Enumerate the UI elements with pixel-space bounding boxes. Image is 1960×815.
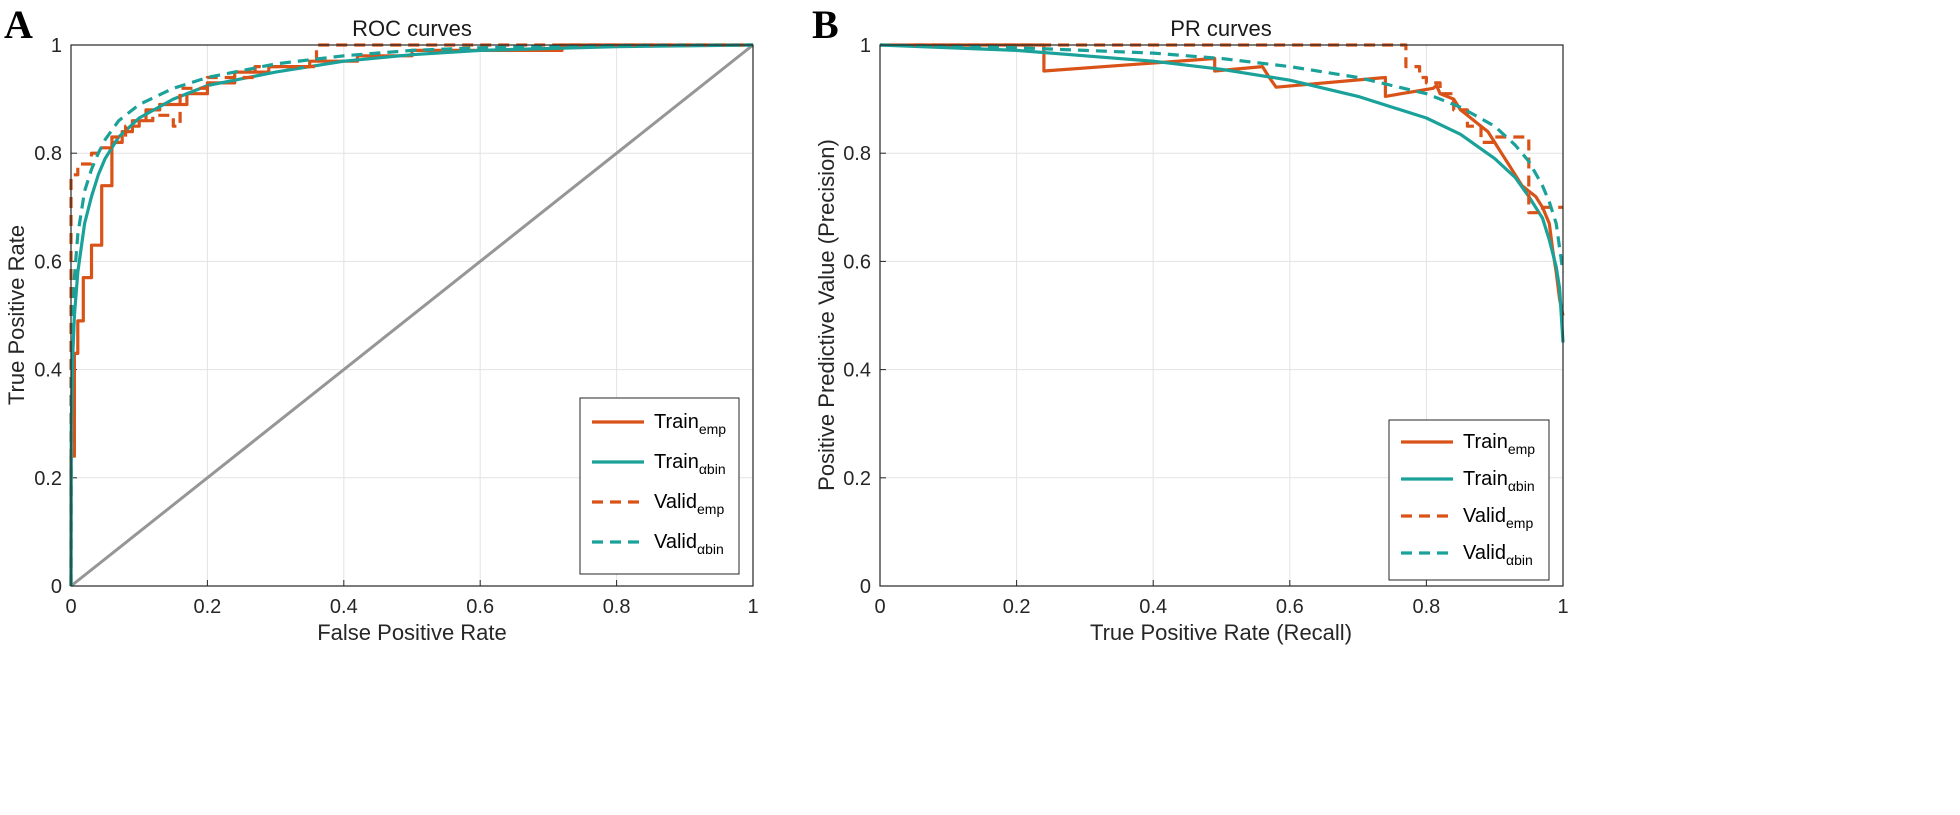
roc-series-valid-emp xyxy=(69,43,753,586)
pr-x-tick-label: 0.8 xyxy=(1412,596,1440,618)
pr-y-tick-label: 0.4 xyxy=(843,360,871,382)
roc-axes-box xyxy=(70,44,754,587)
pr-legend-label: Trainαbin xyxy=(1463,468,1535,494)
roc-legend-name: Valid xyxy=(654,491,697,513)
roc-legend-name: Train xyxy=(654,451,699,473)
roc-legend-name: Train xyxy=(654,411,699,433)
roc-series-valid-abin xyxy=(69,43,754,587)
roc-legend-label: Trainemp xyxy=(654,411,726,437)
pr-y-tick-label: 0.2 xyxy=(843,468,871,490)
roc-legend-subscript: emp xyxy=(697,501,724,517)
roc-legend-name: Valid xyxy=(654,531,697,553)
pr-axes-box xyxy=(879,44,1564,587)
pr-legend-subscript: emp xyxy=(1506,515,1533,531)
roc-title: ROC curves xyxy=(352,16,472,41)
roc-legend-label: Trainαbin xyxy=(654,451,726,477)
pr-y-axis-label: Positive Predictive Value (Precision) xyxy=(814,139,839,491)
pr-y-tick-label: 0.6 xyxy=(843,251,871,273)
pr-y-tick-label: 1 xyxy=(860,35,871,57)
pr-legend-label: Validαbin xyxy=(1463,542,1533,568)
panel-letter-b: B xyxy=(812,2,839,47)
pr-x-tick-label: 0 xyxy=(874,596,885,618)
pr-legend-subscript: emp xyxy=(1508,441,1535,457)
pr-series-train-emp xyxy=(880,43,1565,316)
pr-legend-name: Valid xyxy=(1463,542,1506,564)
pr-series xyxy=(879,43,1565,343)
roc-y-tick-label: 0.2 xyxy=(34,468,62,490)
pr-y-tick-label: 0 xyxy=(860,576,871,598)
pr-legend-subscript: αbin xyxy=(1508,478,1535,494)
roc-x-axis-label: False Positive Rate xyxy=(317,620,507,645)
roc-legend-label: Validαbin xyxy=(654,531,724,557)
pr-x-tick-label: 0.2 xyxy=(1003,596,1031,618)
roc-y-tick-label: 0.6 xyxy=(34,251,62,273)
pr-legend-name: Train xyxy=(1463,431,1508,453)
roc-x-tick-label: 0.2 xyxy=(193,596,221,618)
pr-x-tick-label: 0.6 xyxy=(1276,596,1304,618)
pr-series-train-abin xyxy=(879,43,1565,343)
pr-x-tick-label: 0.4 xyxy=(1139,596,1167,618)
roc-y-axis-label: True Positive Rate xyxy=(4,225,29,405)
roc-legend-subscript: emp xyxy=(699,421,726,437)
roc-panel: A 0 0.2 0.4 0.6 0.8 1 0 0.2 0.4 0.6 0.8 1 ROC curve… xyxy=(4,2,759,645)
roc-y-tick-label: 0.4 xyxy=(34,360,62,382)
pr-legend-subscript: αbin xyxy=(1506,552,1533,568)
roc-x-tick-label: 1 xyxy=(747,596,758,618)
roc-legend-subscript: αbin xyxy=(699,461,726,477)
pr-x-axis-label: True Positive Rate (Recall) xyxy=(1090,620,1352,645)
roc-ticks: 0 0.2 0.4 0.6 0.8 1 0 0.2 0.4 0.6 0.8 1 xyxy=(34,35,758,618)
roc-y-tick-label: 0.8 xyxy=(34,143,62,165)
roc-diagonal-reference-line xyxy=(70,43,754,588)
pr-legend-name: Train xyxy=(1463,468,1508,490)
roc-x-tick-label: 0.8 xyxy=(603,596,631,618)
pr-y-tick-label: 0.8 xyxy=(843,143,871,165)
pr-x-tick-label: 1 xyxy=(1557,596,1568,618)
panel-letter-a: A xyxy=(4,2,33,47)
pr-legend-label: Validemp xyxy=(1463,505,1533,531)
pr-ticks: 0 0.2 0.4 0.6 0.8 1 0 0.2 0.4 0.6 0.8 1 xyxy=(843,35,1568,618)
roc-legend-box xyxy=(579,397,740,575)
roc-x-tick-label: 0 xyxy=(65,596,76,618)
pr-panel: B 0 0.2 0.4 0.6 0.8 1 0 0.2 0.4 0.6 0.8 1 PR curves… xyxy=(812,2,1569,645)
roc-x-tick-label: 0.6 xyxy=(466,596,494,618)
pr-title: PR curves xyxy=(1170,16,1271,41)
roc-y-tick-label: 0 xyxy=(51,576,62,598)
pr-legend-box xyxy=(1388,419,1550,581)
roc-series xyxy=(69,43,754,587)
pr-legend-label: Trainemp xyxy=(1463,431,1535,457)
pr-series-valid-abin xyxy=(879,43,1565,273)
roc-legend-label: Validemp xyxy=(654,491,724,517)
pr-legend-name: Valid xyxy=(1463,505,1506,527)
roc-x-tick-label: 0.4 xyxy=(330,596,358,618)
roc-legend-subscript: αbin xyxy=(697,541,724,557)
roc-y-tick-label: 1 xyxy=(51,35,62,57)
